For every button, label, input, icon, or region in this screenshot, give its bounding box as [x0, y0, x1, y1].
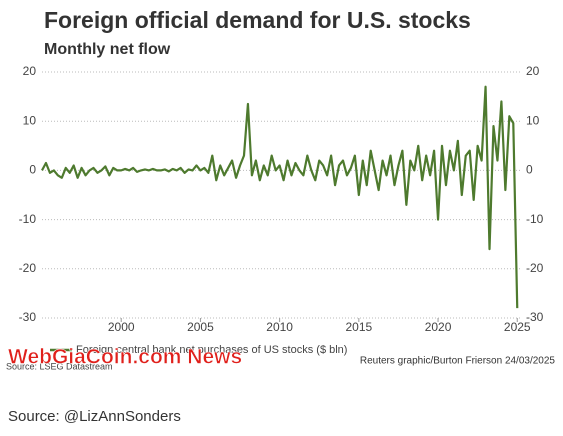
watermark: WebGiaCoin.com News [8, 346, 242, 369]
y-tick-label: -20 [19, 261, 37, 275]
y-tick-label: 0 [29, 163, 36, 177]
y-tick-label-right: -30 [526, 310, 544, 324]
chart-title: Foreign official demand for U.S. stocks [44, 7, 471, 33]
x-tick-label: 2005 [187, 320, 214, 334]
source: Source: LSEG Datastream [6, 361, 113, 371]
x-tick-label: 2010 [266, 320, 293, 334]
chart-subtitle: Monthly net flow [44, 41, 171, 58]
x-tick-label: 2015 [345, 320, 372, 334]
y-tick-label-right: 10 [526, 113, 540, 127]
y-tick-label-right: -20 [526, 261, 544, 275]
legend-label: Foreign central bank net purchases of US… [76, 344, 347, 356]
x-tick-label: 2020 [425, 320, 452, 334]
y-tick-label-right: 20 [526, 64, 540, 78]
y-tick-label-right: -10 [526, 212, 544, 226]
y-tick-label: 10 [23, 113, 37, 127]
credit: Reuters graphic/Burton Frierson 24/03/20… [360, 356, 556, 367]
footer-source: Source: @LizAnnSonders [8, 408, 181, 425]
y-tick-label: -30 [19, 310, 37, 324]
y-tick-label: -10 [19, 212, 37, 226]
x-tick-label: 2000 [108, 320, 135, 334]
x-tick-label: 2025 [504, 320, 531, 334]
line [41, 85, 519, 309]
y-tick-label: 20 [23, 64, 37, 78]
y-tick-label-right: 0 [526, 163, 533, 177]
